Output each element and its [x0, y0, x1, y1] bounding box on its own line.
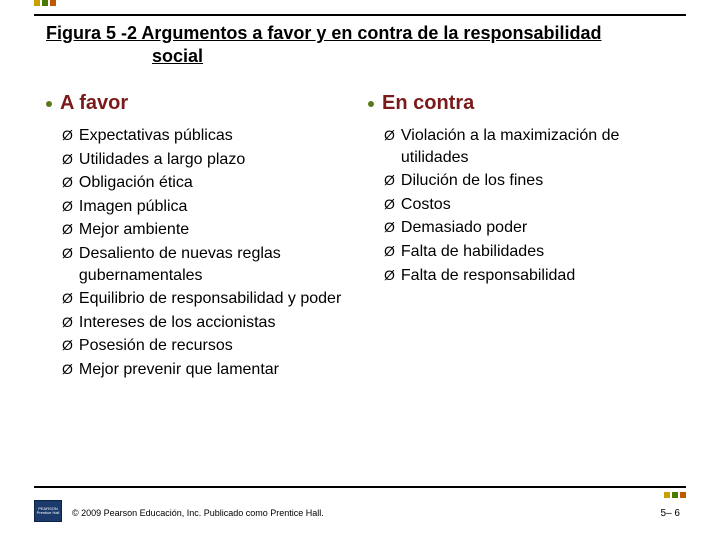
list-item-text: Utilidades a largo plazo	[79, 149, 245, 171]
favor-bullet-dot	[46, 101, 52, 107]
arrow-icon: Ø	[62, 335, 73, 356]
footer: PEARSON Prentice Hall © 2009 Pearson Edu…	[0, 486, 720, 534]
favor-list: Ø Expectativas públicas Ø Utilidades a larg…	[62, 125, 352, 381]
list-item: Ø Intereses de los accionistas	[62, 312, 352, 334]
title-line-1: Figura 5 -2 Argumentos a favor y en cont…	[46, 23, 601, 43]
footer-accent-squares	[664, 492, 686, 498]
contra-bullet-dot	[368, 101, 374, 107]
list-item: Ø Posesión de recursos	[62, 335, 352, 357]
list-item-text: Falta de responsabilidad	[401, 265, 575, 287]
list-item: Ø Falta de responsabilidad	[384, 265, 674, 287]
list-item: Ø Dilución de los fines	[384, 170, 674, 192]
arrow-icon: Ø	[62, 288, 73, 309]
list-item: Ø Falta de habilidades	[384, 241, 674, 263]
list-item-text: Dilución de los fines	[401, 170, 543, 192]
top-accent-squares	[34, 0, 56, 6]
list-item: Ø Violación a la maximización de utilidad…	[384, 125, 674, 168]
arrow-icon: Ø	[62, 125, 73, 146]
accent-sq-1	[34, 0, 40, 6]
contra-column: En contra Ø Violación a la maximización d…	[368, 92, 674, 383]
top-rule	[34, 14, 686, 16]
list-item-text: Expectativas públicas	[79, 125, 233, 147]
list-item-text: Desaliento de nuevas reglas gubernamenta…	[79, 243, 352, 286]
list-item: Ø Demasiado poder	[384, 217, 674, 239]
list-item: Ø Costos	[384, 194, 674, 216]
list-item: Ø Mejor prevenir que lamentar	[62, 359, 352, 381]
list-item: Ø Equilibrio de responsabilidad y poder	[62, 288, 352, 310]
list-item-text: Demasiado poder	[401, 217, 527, 239]
contra-list: Ø Violación a la maximización de utilidad…	[384, 125, 674, 286]
arrow-icon: Ø	[384, 194, 395, 215]
arrow-icon: Ø	[62, 149, 73, 170]
arrow-icon: Ø	[62, 219, 73, 240]
list-item-text: Falta de habilidades	[401, 241, 544, 263]
figure-title: Figura 5 -2 Argumentos a favor y en cont…	[46, 22, 674, 67]
arrow-icon: Ø	[384, 217, 395, 238]
list-item-text: Equilibrio de responsabilidad y poder	[79, 288, 341, 310]
accent-sq-3	[50, 0, 56, 6]
footer-sq-1	[664, 492, 670, 498]
arrow-icon: Ø	[384, 265, 395, 286]
favor-header: A favor	[46, 92, 352, 115]
arrow-icon: Ø	[62, 243, 73, 264]
publisher-logo: PEARSON Prentice Hall	[34, 500, 62, 522]
footer-sq-2	[672, 492, 678, 498]
accent-sq-2	[42, 0, 48, 6]
list-item-text: Posesión de recursos	[79, 335, 233, 357]
list-item: Ø Imagen pública	[62, 196, 352, 218]
list-item-text: Mejor ambiente	[79, 219, 189, 241]
title-line-2: social	[152, 45, 674, 68]
arrow-icon: Ø	[384, 125, 395, 146]
list-item: Ø Expectativas públicas	[62, 125, 352, 147]
arrow-icon: Ø	[62, 196, 73, 217]
list-item-text: Obligación ética	[79, 172, 193, 194]
list-item-text: Mejor prevenir que lamentar	[79, 359, 279, 381]
list-item: Ø Desaliento de nuevas reglas gubernament…	[62, 243, 352, 286]
favor-label: A favor	[60, 92, 128, 115]
list-item-text: Intereses de los accionistas	[79, 312, 276, 334]
list-item-text: Costos	[401, 194, 451, 216]
contra-header: En contra	[368, 92, 674, 115]
list-item: Ø Obligación ética	[62, 172, 352, 194]
copyright-text: © 2009 Pearson Educación, Inc. Publicado…	[72, 508, 324, 518]
arrow-icon: Ø	[62, 312, 73, 333]
arrow-icon: Ø	[62, 359, 73, 380]
title-block: Figura 5 -2 Argumentos a favor y en cont…	[46, 22, 674, 67]
favor-column: A favor Ø Expectativas públicas Ø Utilidade…	[46, 92, 352, 383]
footer-sq-3	[680, 492, 686, 498]
list-item-text: Violación a la maximización de utilidade…	[401, 125, 674, 168]
arrow-icon: Ø	[62, 172, 73, 193]
footer-rule	[34, 486, 686, 488]
list-item: Ø Utilidades a largo plazo	[62, 149, 352, 171]
page-number: 5– 6	[661, 508, 680, 519]
arrow-icon: Ø	[384, 241, 395, 262]
list-item: Ø Mejor ambiente	[62, 219, 352, 241]
columns: A favor Ø Expectativas públicas Ø Utilidade…	[46, 92, 674, 383]
logo-text-bottom: Prentice Hall	[37, 511, 60, 515]
arrow-icon: Ø	[384, 170, 395, 191]
contra-label: En contra	[382, 92, 474, 115]
list-item-text: Imagen pública	[79, 196, 188, 218]
